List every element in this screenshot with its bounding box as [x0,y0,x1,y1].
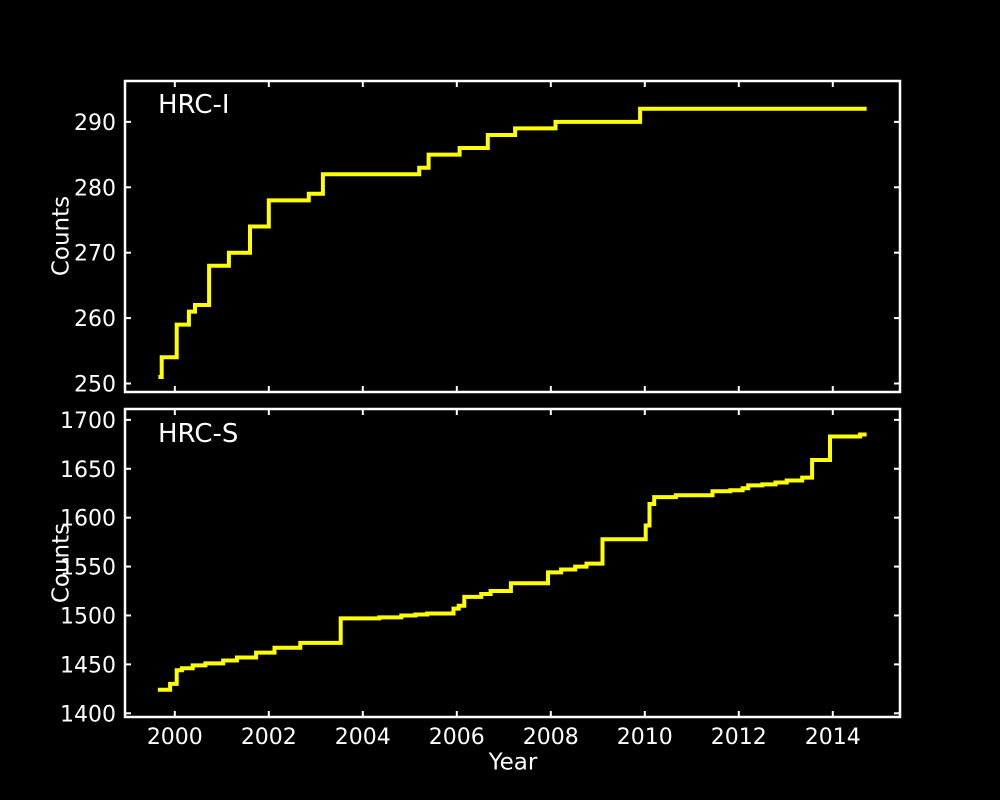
y-tick-label: 1600 [60,507,116,532]
plot-frame [123,407,902,719]
y-tick-label: 1500 [60,604,116,629]
y-tick-label: 1450 [60,653,116,678]
y-axis-label-top: Counts [48,195,75,277]
x-tick-label: 2010 [617,725,673,750]
y-tick-label: 1400 [60,702,116,727]
x-axis-label: Year [488,749,538,776]
y-tick-label: 290 [74,111,116,136]
panel-title-hrc-i: HRC-I [158,90,230,120]
y-tick-label: 1700 [60,409,116,434]
y-tick-label: 280 [74,176,116,201]
y-tick-label: 270 [74,242,116,267]
x-tick-label: 2012 [711,725,767,750]
x-tick-label: 2000 [147,725,203,750]
x-tick-label: 2002 [241,725,297,750]
y-tick-label: 250 [74,372,116,397]
data-line-hrc-s [157,432,867,692]
panel-title-hrc-s: HRC-S [158,419,239,449]
x-tick-label: 2014 [805,725,861,750]
data-line-hrc-i [158,106,867,379]
x-tick-label: 2008 [523,725,579,750]
x-tick-label: 2006 [429,725,485,750]
y-tick-label: 1550 [60,556,116,581]
y-tick-label: 260 [74,307,116,332]
y-axis-label-bottom: Counts [48,522,75,604]
y-tick-label: 1650 [60,458,116,483]
x-tick-label: 2004 [335,725,391,750]
plot-frame [123,79,902,394]
